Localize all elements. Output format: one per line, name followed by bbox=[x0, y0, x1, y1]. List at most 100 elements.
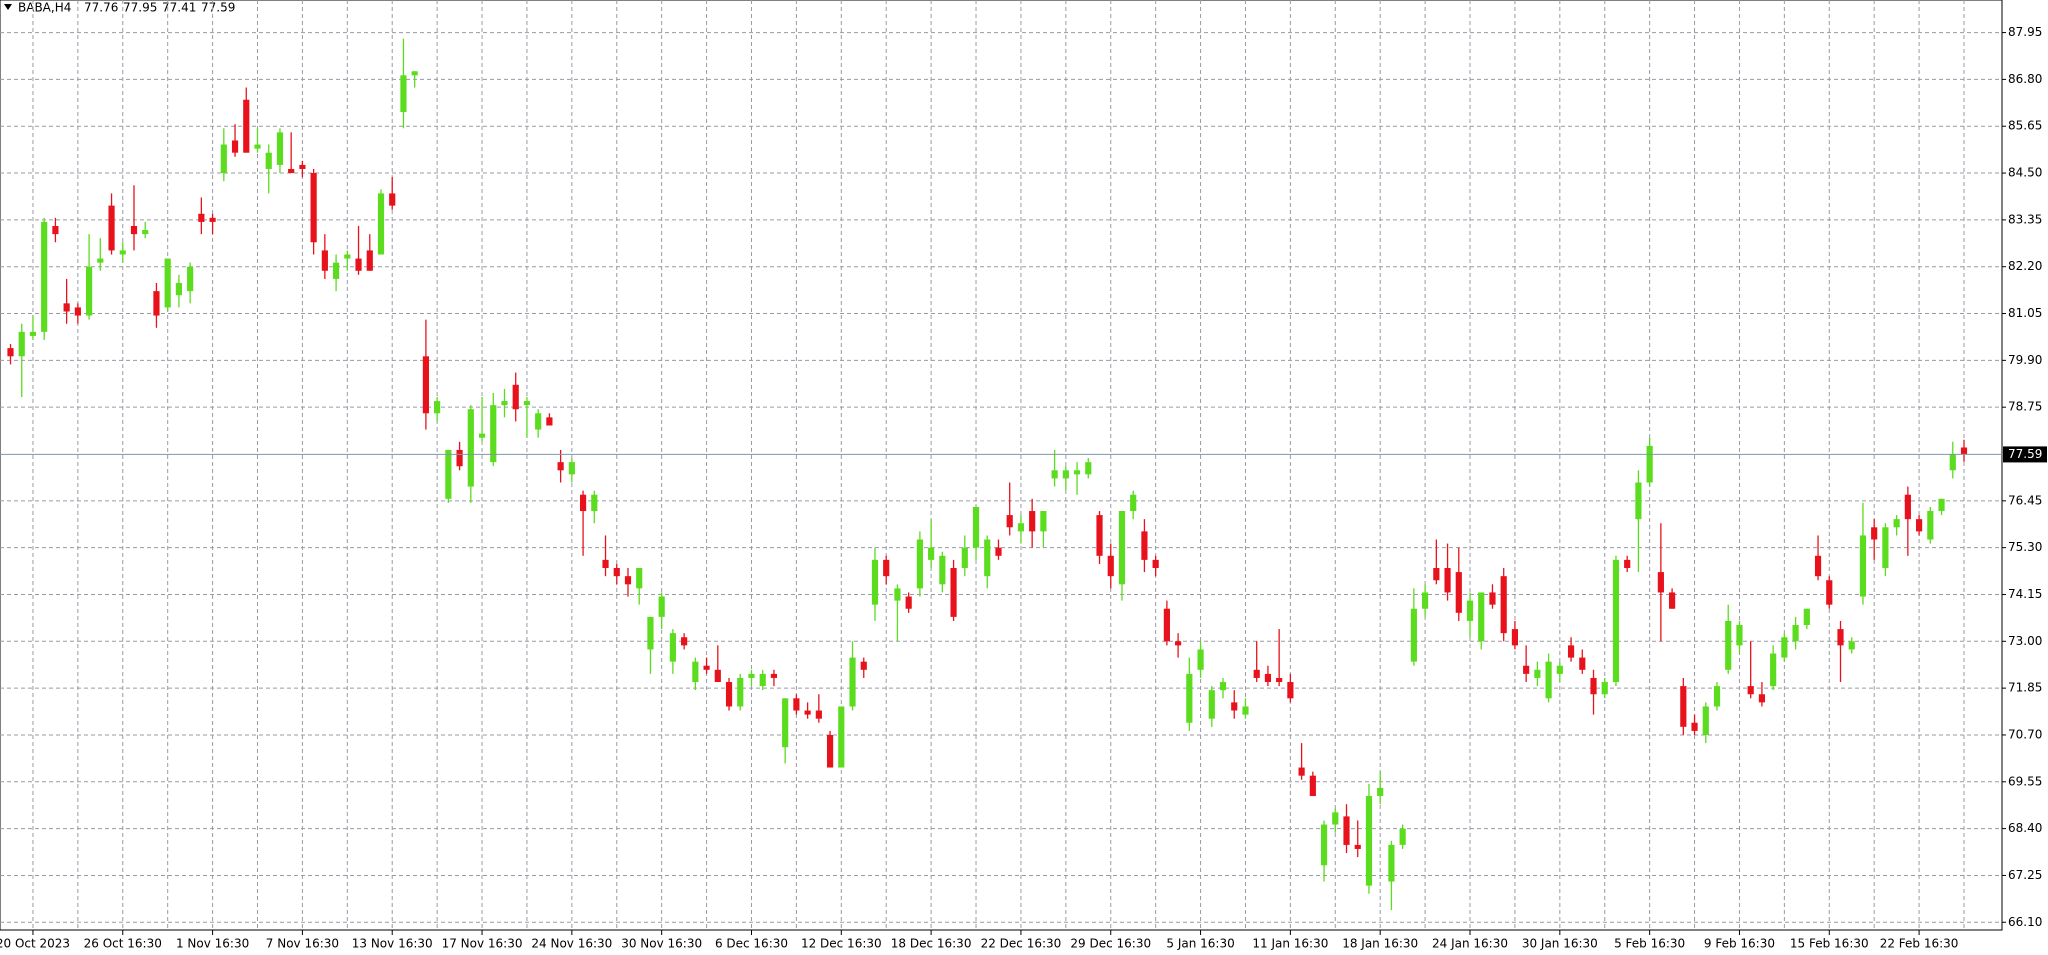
candle-body bbox=[175, 282, 182, 296]
candle-body bbox=[1231, 702, 1238, 711]
candle-body bbox=[243, 99, 250, 153]
candle-body bbox=[1792, 625, 1799, 642]
x-tick-label: 13 Nov 16:30 bbox=[352, 937, 433, 951]
candle-body bbox=[871, 559, 879, 605]
candle-body bbox=[984, 539, 991, 577]
y-tick-label: 76.45 bbox=[2008, 493, 2042, 507]
candle-body bbox=[1242, 706, 1249, 715]
candle-body bbox=[1186, 673, 1193, 723]
candle-body bbox=[1567, 645, 1575, 658]
candle-body bbox=[1377, 787, 1384, 797]
candle-body bbox=[478, 433, 486, 438]
y-tick-label: 84.50 bbox=[2008, 166, 2042, 180]
candle-body bbox=[1354, 844, 1361, 849]
candle-body bbox=[546, 417, 553, 426]
x-tick-label: 26 Oct 16:30 bbox=[84, 937, 162, 951]
candle-body bbox=[1624, 559, 1631, 569]
x-tick-label: 1 Nov 16:30 bbox=[176, 937, 249, 951]
candle-body bbox=[467, 409, 474, 487]
x-tick-label: 18 Dec 16:30 bbox=[891, 937, 972, 951]
candle-body bbox=[624, 576, 632, 585]
candle-body bbox=[1085, 462, 1092, 475]
candle-body bbox=[1320, 824, 1328, 866]
candle-body bbox=[613, 568, 620, 577]
candle-body bbox=[1904, 494, 1911, 520]
candle-body bbox=[1736, 625, 1743, 646]
candle-body bbox=[1927, 511, 1934, 540]
candle-body bbox=[804, 710, 811, 715]
candle-body bbox=[1601, 682, 1608, 695]
y-tick-label: 79.90 bbox=[2008, 353, 2042, 367]
candle-body bbox=[579, 494, 587, 512]
y-tick-label: 78.75 bbox=[2008, 400, 2042, 414]
candle-body bbox=[939, 555, 946, 585]
candle-body bbox=[916, 539, 923, 589]
candle-body bbox=[142, 230, 149, 235]
x-tick-label: 24 Nov 16:30 bbox=[531, 937, 612, 951]
candle-body bbox=[1422, 592, 1429, 609]
y-tick-label: 87.95 bbox=[2008, 25, 2042, 39]
candle-body bbox=[265, 152, 272, 169]
y-tick-label: 66.10 bbox=[2008, 915, 2042, 929]
candle-body bbox=[1096, 515, 1103, 556]
candle-body bbox=[1264, 673, 1272, 683]
candle-body bbox=[119, 250, 126, 255]
x-tick-label: 7 Nov 16:30 bbox=[266, 937, 339, 951]
candle-body bbox=[1803, 608, 1810, 626]
candle-body bbox=[63, 303, 70, 312]
x-tick-label: 29 Dec 16:30 bbox=[1070, 937, 1151, 951]
candle-body bbox=[130, 225, 138, 235]
candle-body bbox=[1814, 555, 1822, 577]
candle-body bbox=[725, 682, 733, 707]
candle-body bbox=[1141, 531, 1148, 560]
y-tick-label: 69.55 bbox=[2008, 774, 2042, 788]
x-tick-label: 30 Nov 16:30 bbox=[621, 937, 702, 951]
candle-body bbox=[793, 698, 800, 711]
y-tick-label: 75.30 bbox=[2008, 540, 2042, 554]
candle-body bbox=[1029, 511, 1036, 532]
candle-body bbox=[972, 506, 980, 548]
candle-body bbox=[377, 193, 385, 255]
y-tick-label: 68.40 bbox=[2008, 821, 2042, 835]
candle-body bbox=[1466, 600, 1474, 621]
candle-body bbox=[445, 449, 452, 499]
candle-body bbox=[1635, 482, 1642, 520]
candle-body bbox=[1713, 686, 1721, 707]
y-tick-label: 81.05 bbox=[2008, 306, 2042, 320]
candle-body bbox=[703, 665, 710, 670]
y-tick-label: 83.35 bbox=[2008, 212, 2042, 226]
candle-body bbox=[1893, 519, 1900, 528]
candle-body bbox=[1152, 559, 1159, 569]
candle-body bbox=[669, 633, 676, 662]
candle-body bbox=[1523, 665, 1530, 674]
candle-body bbox=[74, 307, 81, 316]
candle-body bbox=[636, 568, 643, 589]
candle-body bbox=[1163, 608, 1170, 642]
candle-body bbox=[1410, 608, 1417, 662]
candle-body bbox=[1511, 629, 1519, 646]
y-tick-label: 67.25 bbox=[2008, 868, 2042, 882]
candle-body bbox=[231, 140, 239, 153]
candle-body bbox=[389, 193, 396, 206]
x-tick-label: 24 Jan 16:30 bbox=[1432, 937, 1508, 951]
x-tick-label: 5 Jan 16:30 bbox=[1166, 937, 1234, 951]
candle-body bbox=[1343, 816, 1350, 845]
header-low: 77.41 bbox=[162, 1, 196, 15]
x-tick-label: 5 Feb 16:30 bbox=[1614, 937, 1685, 951]
candle-body bbox=[310, 173, 317, 243]
candle-body bbox=[153, 291, 160, 316]
candle-body bbox=[737, 677, 744, 707]
x-tick-label: 11 Jan 16:30 bbox=[1252, 937, 1328, 951]
candle-body bbox=[501, 401, 508, 406]
candle-body bbox=[456, 449, 463, 467]
candle-body bbox=[995, 547, 1002, 556]
candle-body bbox=[220, 144, 227, 174]
candle-body bbox=[1590, 677, 1597, 695]
candle-body bbox=[422, 356, 429, 414]
candle-body bbox=[86, 266, 93, 316]
candle-body bbox=[1388, 844, 1395, 882]
candle-body bbox=[883, 559, 890, 577]
x-tick-label: 22 Feb 16:30 bbox=[1880, 937, 1959, 951]
candle-body bbox=[164, 258, 171, 308]
candle-body bbox=[1680, 686, 1687, 727]
